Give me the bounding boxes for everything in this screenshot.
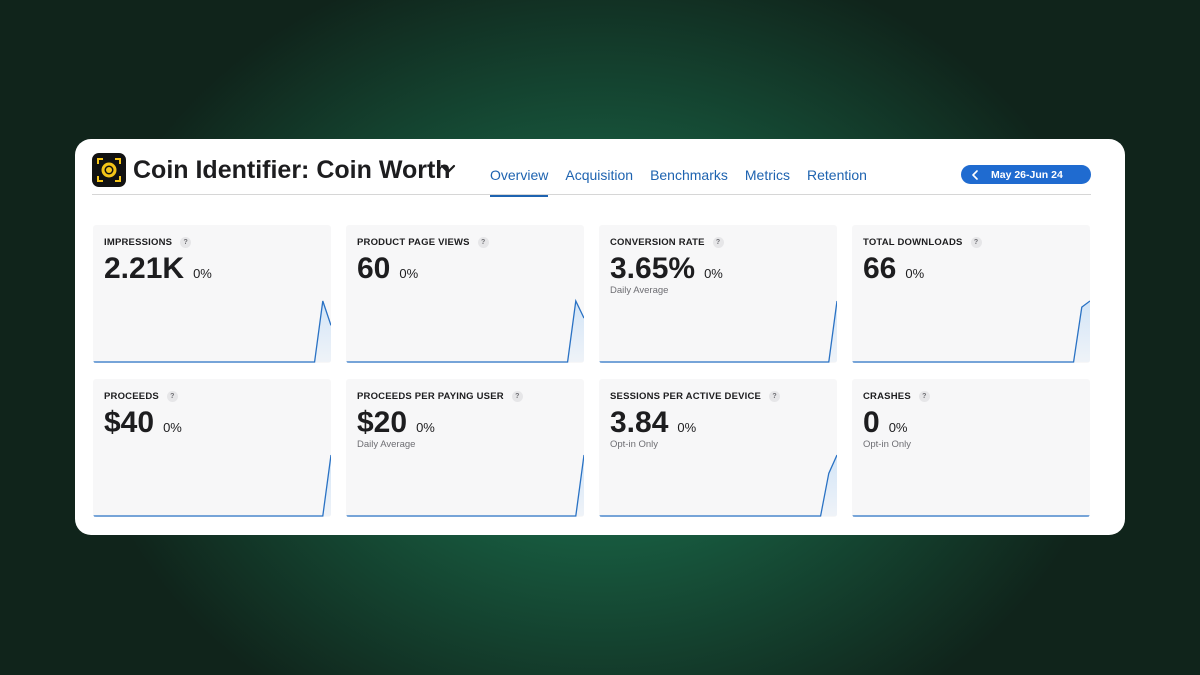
metric-value-row: 66 0% [863,252,924,286]
metric-title: PROCEEDS PER PAYING USER ? [357,391,523,402]
sparkline-line [852,300,1090,363]
tab-retention[interactable]: Retention [807,167,867,183]
metric-title: CRASHES ? [863,391,930,402]
help-icon[interactable]: ? [166,391,178,402]
metric-card-sessions-per-active-device[interactable]: SESSIONS PER ACTIVE DEVICE ? 3.84 0% Opt… [599,379,837,517]
metric-title: TOTAL DOWNLOADS ? [863,237,982,248]
help-icon[interactable]: ? [477,237,489,248]
sparkline-chart [599,300,837,363]
metric-card-product-page-views[interactable]: PRODUCT PAGE VIEWS ? 60 0% [346,225,584,363]
help-icon[interactable]: ? [918,391,930,402]
help-icon[interactable]: ? [180,237,192,248]
tab-overview[interactable]: Overview [490,167,549,197]
sparkline-area [346,455,584,516]
sparkline-area [346,301,584,362]
date-range-button[interactable]: May 26-Jun 24 [961,165,1091,184]
sparkline-line [93,300,331,363]
help-icon[interactable]: ? [712,237,724,248]
metric-change: 0% [704,266,723,281]
metric-change: 0% [163,420,182,435]
sparkline-area [93,301,331,362]
metric-value: 60 [357,252,391,285]
metric-change: 0% [399,266,419,281]
metric-title: SESSIONS PER ACTIVE DEVICE ? [610,391,781,402]
sparkline-area [599,301,837,362]
sparkline-line [599,300,837,363]
chevron-down-icon[interactable] [439,162,457,176]
metric-title: PROCEEDS ? [104,391,178,402]
metric-card-proceeds-per-paying-user[interactable]: PROCEEDS PER PAYING USER ? $20 0% Daily … [346,379,584,517]
sparkline-chart [93,300,331,363]
metric-title-text: CONVERSION RATE [610,237,705,248]
metric-subtitle: Daily Average [610,285,669,296]
tab-metrics[interactable]: Metrics [744,167,790,183]
metric-subtitle: Daily Average [357,439,416,450]
metric-change: 0% [677,420,697,435]
sparkline-line [599,454,837,517]
metric-value: 3.84 [610,406,669,439]
metric-title: CONVERSION RATE ? [610,237,724,248]
metric-change: 0% [193,266,212,281]
metric-value-row: 0 0% [863,406,907,440]
metric-title-text: PROCEEDS [104,391,159,402]
metric-value-row: 60 0% [357,252,418,286]
metric-value-row: 3.84 0% [610,406,696,440]
metric-title-text: TOTAL DOWNLOADS [863,237,963,248]
sparkline-chart [599,454,837,517]
sparkline-line [346,298,584,363]
metric-change: 0% [888,420,908,435]
chevron-left-icon[interactable] [961,169,989,180]
metric-value: 0 [863,406,880,439]
analytics-panel: Coin Identifier: Coin Worth Overview Acq… [75,139,1125,535]
metric-value-row: $20 0% [357,406,435,440]
metric-change: 0% [905,266,925,281]
help-icon[interactable]: ? [769,391,781,402]
coin-scanner-app-icon [92,153,126,187]
metric-title: IMPRESSIONS ? [104,237,192,248]
help-icon[interactable]: ? [970,237,982,248]
app-header: Coin Identifier: Coin Worth Overview Acq… [92,153,1091,197]
metric-value: 2.21K [104,252,185,285]
metric-card-conversion-rate[interactable]: CONVERSION RATE ? 3.65% 0% Daily Average [599,225,837,363]
metric-card-impressions[interactable]: IMPRESSIONS ? 2.21K 0% [93,225,331,363]
metric-value-row: $40 0% [104,406,182,440]
metric-value: $20 [357,406,408,439]
metric-value-row: 3.65% 0% [610,252,723,286]
sparkline-line [346,454,584,517]
sparkline-chart [346,454,584,517]
tab-benchmarks[interactable]: Benchmarks [650,167,728,183]
metric-title-text: PROCEEDS PER PAYING USER [357,391,504,402]
sparkline-chart [346,298,584,363]
sparkline-area [852,301,1090,362]
metric-value: $40 [104,406,155,439]
metric-subtitle: Opt-in Only [610,439,659,450]
metric-change: 0% [416,420,435,435]
metric-title: PRODUCT PAGE VIEWS ? [357,237,489,248]
tab-acquisition[interactable]: Acquisition [565,167,634,183]
nav-tabs: Overview Acquisition Benchmarks Metrics … [490,167,884,197]
metric-title-text: PRODUCT PAGE VIEWS [357,237,470,248]
metric-value-row: 2.21K 0% [104,252,212,286]
metric-card-proceeds[interactable]: PROCEEDS ? $40 0% [93,379,331,517]
metric-title-text: CRASHES [863,391,911,402]
help-icon[interactable]: ? [511,391,523,402]
metric-value: 66 [863,252,897,285]
sparkline-chart [852,300,1090,363]
metric-card-crashes[interactable]: CRASHES ? 0 0% Opt-in Only [852,379,1090,517]
metric-value: 3.65% [610,252,696,285]
app-title: Coin Identifier: Coin Worth [133,156,451,184]
metric-title-text: IMPRESSIONS [104,237,173,248]
sparkline-chart [852,515,1090,517]
metric-card-total-downloads[interactable]: TOTAL DOWNLOADS ? 66 0% [852,225,1090,363]
sparkline-line [93,454,331,517]
sparkline-area [599,455,837,516]
metric-subtitle: Opt-in Only [863,439,912,450]
sparkline-area [93,455,331,516]
sparkline-chart [93,454,331,517]
date-range-label: May 26-Jun 24 [991,168,1063,181]
metric-title-text: SESSIONS PER ACTIVE DEVICE [610,391,762,402]
